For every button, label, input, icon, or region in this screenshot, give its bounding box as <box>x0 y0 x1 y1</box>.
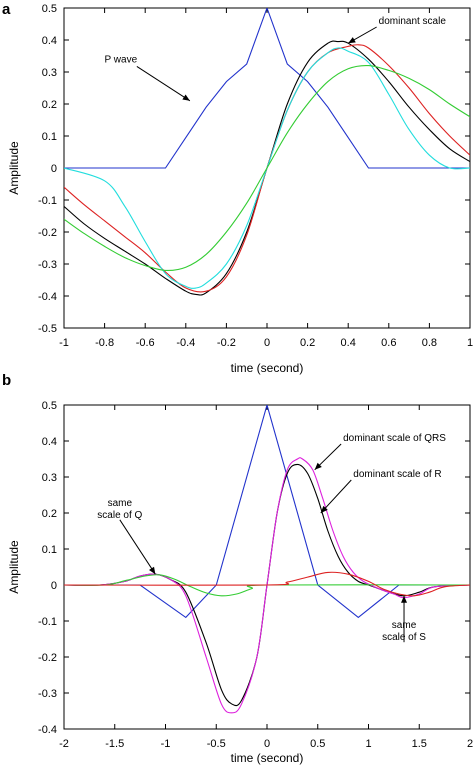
x-axis-label: time (second) <box>231 361 304 375</box>
x-tick-label: 0.4 <box>341 337 356 349</box>
y-tick-label: -0.3 <box>38 259 57 271</box>
x-tick-label: -0.5 <box>207 738 226 750</box>
annotation-arrowhead <box>314 462 322 470</box>
panel-letter-b: b <box>2 372 11 389</box>
x-tick-label: 1.5 <box>412 738 427 750</box>
chart-b: -2 -1.5 -1 -0.5 0 0.5 1 1.5 2 0.5 0.4 0.3 0.2 0.1 0 -0.… <box>7 400 473 765</box>
x-tick-label: -2 <box>59 738 69 750</box>
x-axis-label: time (second) <box>231 751 304 765</box>
x-tick-label: -1.5 <box>105 738 124 750</box>
y-tick-label: -0.4 <box>38 291 57 303</box>
x-tick-label: 0 <box>264 337 270 349</box>
x-tick-label: 0.5 <box>310 738 325 750</box>
x-tick-label: 0 <box>264 738 270 750</box>
series-line-0 <box>64 8 470 169</box>
y-tick-label: 0 <box>51 163 57 175</box>
y-tick-label: -0.1 <box>38 616 57 628</box>
annotation-label: same scale of Q <box>97 498 142 521</box>
y-tick-label: -0.2 <box>38 227 57 239</box>
annotation-arrow <box>320 479 352 514</box>
y-tick-label: -0.1 <box>38 195 57 207</box>
y-tick-label: -0.5 <box>38 323 57 335</box>
x-tick-label: -0.4 <box>176 337 195 349</box>
series-line-3 <box>64 574 470 597</box>
series-line-3 <box>64 47 470 289</box>
x-tick-label: 0.2 <box>300 337 315 349</box>
series-line-4 <box>64 64 470 272</box>
x-tick-label: 0.6 <box>381 337 396 349</box>
x-tick-label: -0.8 <box>95 337 114 349</box>
annotation-arrow <box>119 519 156 575</box>
y-tick-label: 0.3 <box>42 67 57 79</box>
y-tick-label: 0.4 <box>42 35 57 47</box>
annotation-label: dominant scale of QRS <box>343 433 446 444</box>
x-tick-label: -0.6 <box>136 337 155 349</box>
x-tick-label: -1 <box>59 337 69 349</box>
y-tick-label: 0.1 <box>42 131 57 143</box>
x-tick-label: 1 <box>467 337 473 349</box>
x-tick-label: 2 <box>467 738 473 750</box>
y-tick-label: 0.1 <box>42 544 57 556</box>
annotation-label: dominant scale of R <box>353 469 441 480</box>
y-tick-label: -0.3 <box>38 688 57 700</box>
x-tick-label: 0.8 <box>422 337 437 349</box>
y-tick-label: 0 <box>51 580 57 592</box>
y-tick-label: 0.2 <box>42 508 57 520</box>
x-tick-label: -1 <box>161 738 171 750</box>
annotation-label: P wave <box>105 54 138 65</box>
y-tick-label: 0.5 <box>42 3 57 15</box>
y-tick-label: 0.4 <box>42 436 57 448</box>
series-line-4 <box>64 571 470 597</box>
y-tick-label: 0.2 <box>42 99 57 111</box>
y-tick-label: 0.5 <box>42 400 57 412</box>
chart-a: -1 -0.8 -0.6 -0.4 -0.2 0 0.2 0.4 0.6 0.8 1 0.5 0.4 0.… <box>7 3 473 375</box>
annotation-arrowhead <box>149 566 156 575</box>
annotation-arrow <box>136 65 191 102</box>
plot-frame <box>63 404 471 730</box>
y-axis-label: Amplitude <box>7 141 21 195</box>
x-tick-label: -0.2 <box>217 337 236 349</box>
annotation-label: dominant scale <box>379 16 447 27</box>
y-axis-label: Amplitude <box>7 540 21 594</box>
annotation-arrowhead <box>182 94 190 101</box>
y-tick-label: 0.3 <box>42 472 57 484</box>
series-line-2 <box>64 457 470 714</box>
annotation-arrowhead <box>320 505 328 513</box>
annotation-arrowhead <box>401 595 408 603</box>
panel-letter-a: a <box>2 1 11 18</box>
annotation-arrowhead <box>348 37 356 44</box>
x-tick-label: 1 <box>365 738 371 750</box>
y-tick-label: -0.2 <box>38 652 57 664</box>
series-line-0 <box>64 405 470 619</box>
y-tick-label: -0.4 <box>38 724 57 736</box>
